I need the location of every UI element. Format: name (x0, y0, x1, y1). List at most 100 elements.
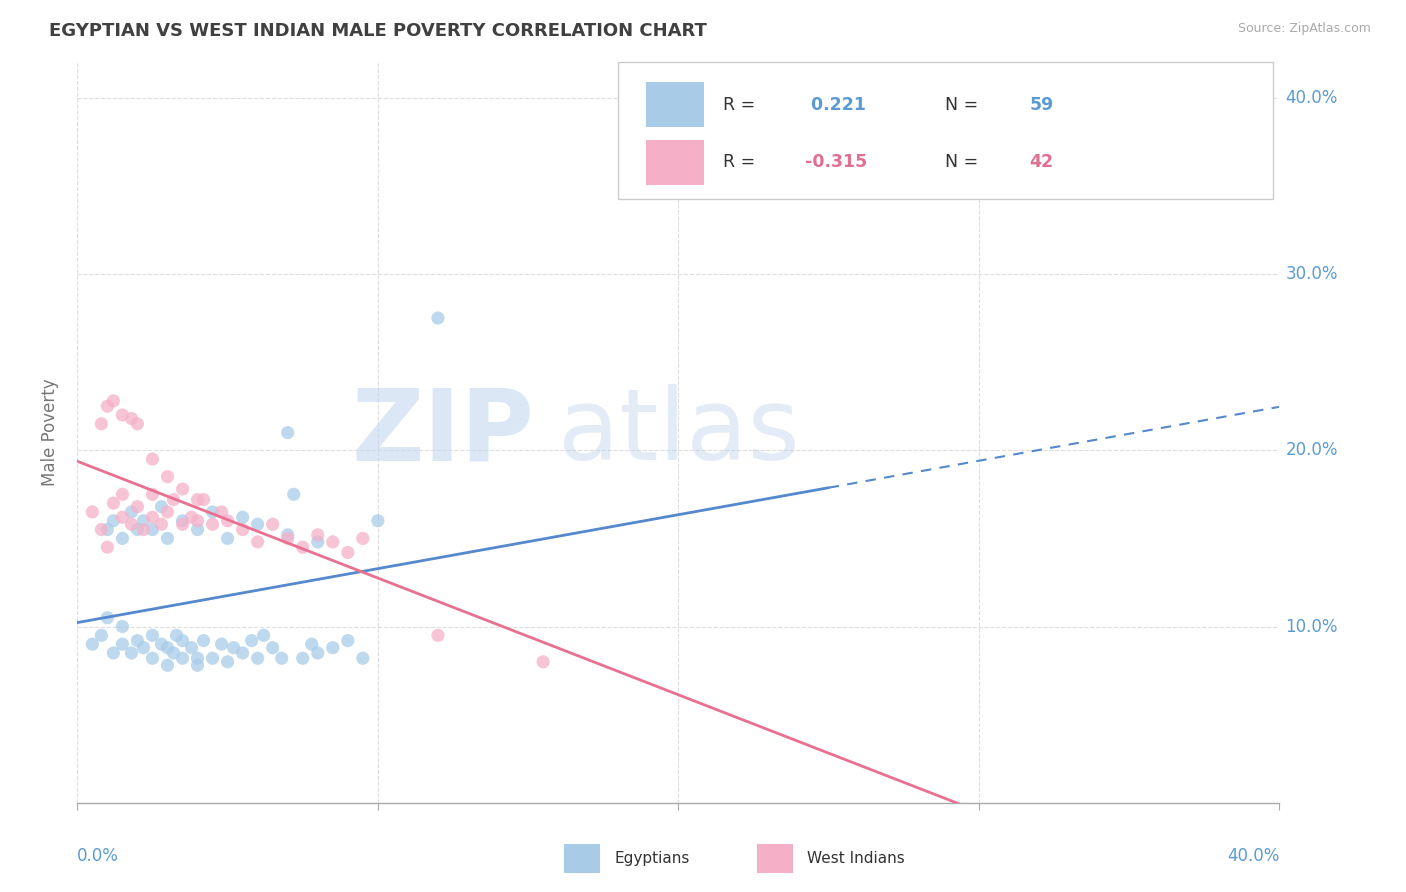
Point (270, 651, 292, 665)
Text: N =: N = (945, 153, 984, 171)
Point (211, 637, 233, 651)
Point (217, 655, 239, 669)
Point (232, 523, 254, 537)
Point (307, 528, 329, 542)
Text: 30.0%: 30.0% (1285, 265, 1339, 283)
FancyBboxPatch shape (619, 62, 1274, 200)
Text: EGYPTIAN VS WEST INDIAN MALE POVERTY CORRELATION CHART: EGYPTIAN VS WEST INDIAN MALE POVERTY COR… (49, 22, 707, 40)
Point (132, 640, 155, 655)
Point (141, 452, 163, 467)
Point (111, 619, 134, 633)
Point (111, 510, 134, 524)
Point (172, 482, 194, 496)
Point (103, 393, 125, 408)
Point (172, 514, 194, 528)
Text: 0.221: 0.221 (804, 95, 866, 113)
Point (186, 651, 209, 665)
Text: Source: ZipAtlas.com: Source: ZipAtlas.com (1237, 22, 1371, 36)
Point (150, 500, 173, 514)
Point (336, 545, 359, 559)
Point (217, 514, 239, 528)
Point (127, 417, 149, 431)
Point (186, 658, 209, 673)
Point (127, 500, 149, 514)
Point (367, 514, 389, 528)
Point (141, 523, 163, 537)
Text: N =: N = (945, 95, 984, 113)
Point (141, 628, 163, 642)
Point (156, 658, 179, 673)
Text: ZIP: ZIP (352, 384, 534, 481)
Point (156, 532, 179, 546)
Text: R =: R = (723, 153, 761, 171)
Point (96, 611, 118, 625)
Point (222, 640, 245, 655)
Point (82, 505, 104, 519)
Point (127, 633, 149, 648)
Point (427, 311, 450, 326)
Point (262, 517, 284, 532)
Point (307, 646, 329, 660)
Point (111, 532, 134, 546)
Text: 42: 42 (1029, 153, 1053, 171)
Point (291, 540, 314, 554)
Point (111, 637, 134, 651)
Point (96, 540, 118, 554)
Point (262, 640, 284, 655)
Point (186, 492, 209, 507)
Point (156, 469, 179, 483)
Point (120, 517, 142, 532)
Point (172, 651, 194, 665)
Point (172, 633, 194, 648)
Text: 40.0%: 40.0% (1227, 847, 1279, 865)
Point (120, 505, 142, 519)
Point (141, 487, 163, 501)
Text: Egyptians: Egyptians (614, 851, 690, 866)
Text: 59: 59 (1029, 95, 1053, 113)
Point (217, 532, 239, 546)
FancyBboxPatch shape (756, 844, 793, 873)
Point (180, 640, 202, 655)
Point (141, 651, 163, 665)
Point (180, 510, 202, 524)
Point (103, 496, 125, 510)
Text: -0.315: -0.315 (804, 153, 868, 171)
Point (150, 517, 173, 532)
Point (352, 651, 374, 665)
Point (90, 417, 112, 431)
Point (156, 640, 179, 655)
Point (246, 651, 269, 665)
FancyBboxPatch shape (645, 82, 703, 127)
Point (162, 646, 184, 660)
Point (96, 399, 118, 413)
Point (201, 517, 224, 532)
Text: West Indians: West Indians (807, 851, 905, 866)
Point (352, 532, 374, 546)
Point (246, 517, 269, 532)
Text: R =: R = (723, 95, 761, 113)
Point (120, 646, 142, 660)
Point (307, 535, 329, 549)
Point (172, 517, 194, 532)
FancyBboxPatch shape (564, 844, 600, 873)
Point (103, 514, 125, 528)
Point (141, 510, 163, 524)
Point (186, 523, 209, 537)
Point (283, 487, 305, 501)
Point (427, 628, 450, 642)
Point (531, 655, 554, 669)
Y-axis label: Male Poverty: Male Poverty (41, 379, 59, 486)
Point (201, 651, 224, 665)
Point (211, 505, 233, 519)
Point (111, 487, 134, 501)
Point (291, 651, 314, 665)
Point (111, 408, 134, 422)
Point (120, 411, 142, 425)
Point (132, 523, 155, 537)
Point (322, 640, 344, 655)
Point (96, 523, 118, 537)
Point (162, 492, 184, 507)
Point (166, 628, 188, 642)
Point (232, 510, 254, 524)
Point (132, 514, 155, 528)
